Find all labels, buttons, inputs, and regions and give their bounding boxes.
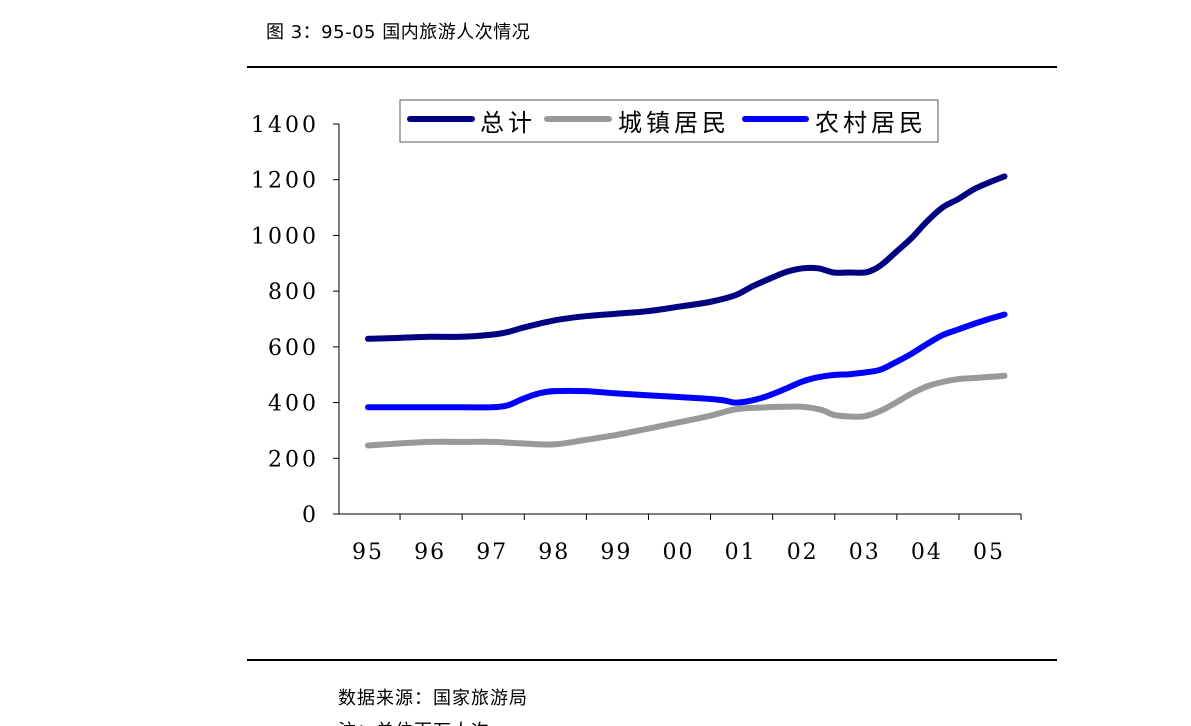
- data-source: 数据来源：国家旅游局: [338, 688, 528, 709]
- legend-label-2: 城镇居民: [618, 109, 730, 137]
- x-tick-label: 96: [414, 540, 446, 565]
- x-tick-label: 99: [600, 540, 632, 565]
- series-layer: [365, 173, 1008, 449]
- legend-box: [399, 99, 939, 143]
- x-tick-label: 98: [538, 540, 570, 565]
- bottom-rule: [247, 659, 1057, 661]
- series-line-2: [365, 372, 1008, 449]
- y-tick-label: 200: [268, 447, 319, 472]
- x-tick-label: 02: [787, 540, 819, 565]
- y-tick-label: 400: [268, 392, 319, 417]
- series-line-1: [365, 173, 1008, 342]
- series-line-3: [365, 311, 1008, 411]
- x-tick-label: 05: [973, 540, 1005, 565]
- y-tick-label: 600: [268, 336, 319, 361]
- x-tick-label: 04: [911, 540, 943, 565]
- x-tick-label: 03: [849, 540, 881, 565]
- x-tick-label: 97: [476, 540, 508, 565]
- top-rule: [247, 66, 1057, 68]
- chart-legend: 总计 城镇居民 农村居民: [399, 99, 939, 143]
- y-tick-label: 1400: [251, 113, 319, 138]
- legend-label-1: 总计: [480, 109, 536, 137]
- x-tick-label: 01: [725, 540, 757, 565]
- y-tick-label: 0: [302, 503, 319, 528]
- x-tick-label: 00: [663, 540, 695, 565]
- legend-label-3: 农村居民: [815, 109, 927, 137]
- figure-title: 图 3：95-05 国内旅游人次情况: [266, 22, 531, 43]
- chart-axes: 0 200 400 600 800 1000 1200 1400 95 96 97 98 99 00 01 0…: [251, 113, 1022, 565]
- x-tick-label: 95: [352, 540, 384, 565]
- y-tick-label: 800: [268, 280, 319, 305]
- unit-note: 注：单位百万人次: [338, 717, 490, 726]
- y-tick-label: 1200: [251, 169, 319, 194]
- y-tick-label: 1000: [251, 224, 319, 249]
